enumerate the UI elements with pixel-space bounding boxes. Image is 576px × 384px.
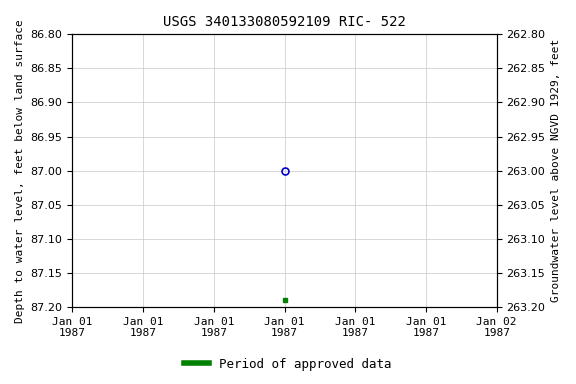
Y-axis label: Groundwater level above NGVD 1929, feet: Groundwater level above NGVD 1929, feet [551,39,561,302]
Y-axis label: Depth to water level, feet below land surface: Depth to water level, feet below land su… [15,19,25,323]
Legend: Period of approved data: Period of approved data [179,353,397,376]
Title: USGS 340133080592109 RIC- 522: USGS 340133080592109 RIC- 522 [163,15,406,29]
